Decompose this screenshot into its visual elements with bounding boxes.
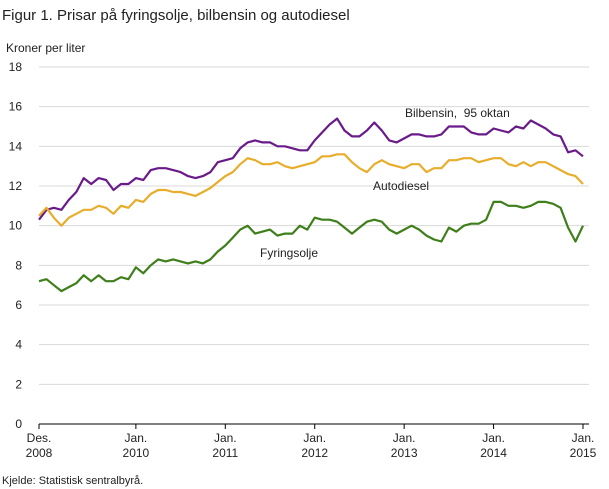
y-tick-label: 2 xyxy=(15,377,22,391)
line-series xyxy=(38,117,584,221)
y-axis-label: Kroner per liter xyxy=(6,41,85,55)
y-tick-label: 18 xyxy=(9,60,23,74)
y-tick-label: 8 xyxy=(15,258,22,272)
x-tick-label: Jan. 2014 xyxy=(480,431,507,460)
y-tick-label: 6 xyxy=(15,298,22,312)
y-tick-label: 0 xyxy=(15,417,22,431)
line-series xyxy=(38,153,584,227)
x-tick-label: Jan. 2013 xyxy=(391,431,418,460)
y-tick-label: 14 xyxy=(9,139,23,153)
x-tick-label: Des. 2008 xyxy=(26,431,53,460)
y-tick-label: 4 xyxy=(15,338,22,352)
x-tick-label: Jan. 2011 xyxy=(212,431,238,460)
source: Kjelde: Statistisk sentralbyrå. xyxy=(2,475,143,487)
x-tick-label: Jan. 2010 xyxy=(123,431,150,460)
line-series xyxy=(38,200,584,293)
chart-title: Figur 1. Prisar på fyringsolje, bilbensi… xyxy=(2,7,350,24)
series-label: Fyringsolje xyxy=(260,246,318,260)
y-tick-label: 16 xyxy=(9,100,23,114)
series-label: Autodiesel xyxy=(373,179,429,193)
x-tick-label: Jan. 2015 xyxy=(570,431,597,460)
y-tick-label: 12 xyxy=(9,179,23,193)
x-tick-label: Jan. 2012 xyxy=(301,431,328,460)
y-tick-label: 10 xyxy=(9,219,23,233)
series-label: Bilbensin, 95 oktan xyxy=(405,106,510,120)
